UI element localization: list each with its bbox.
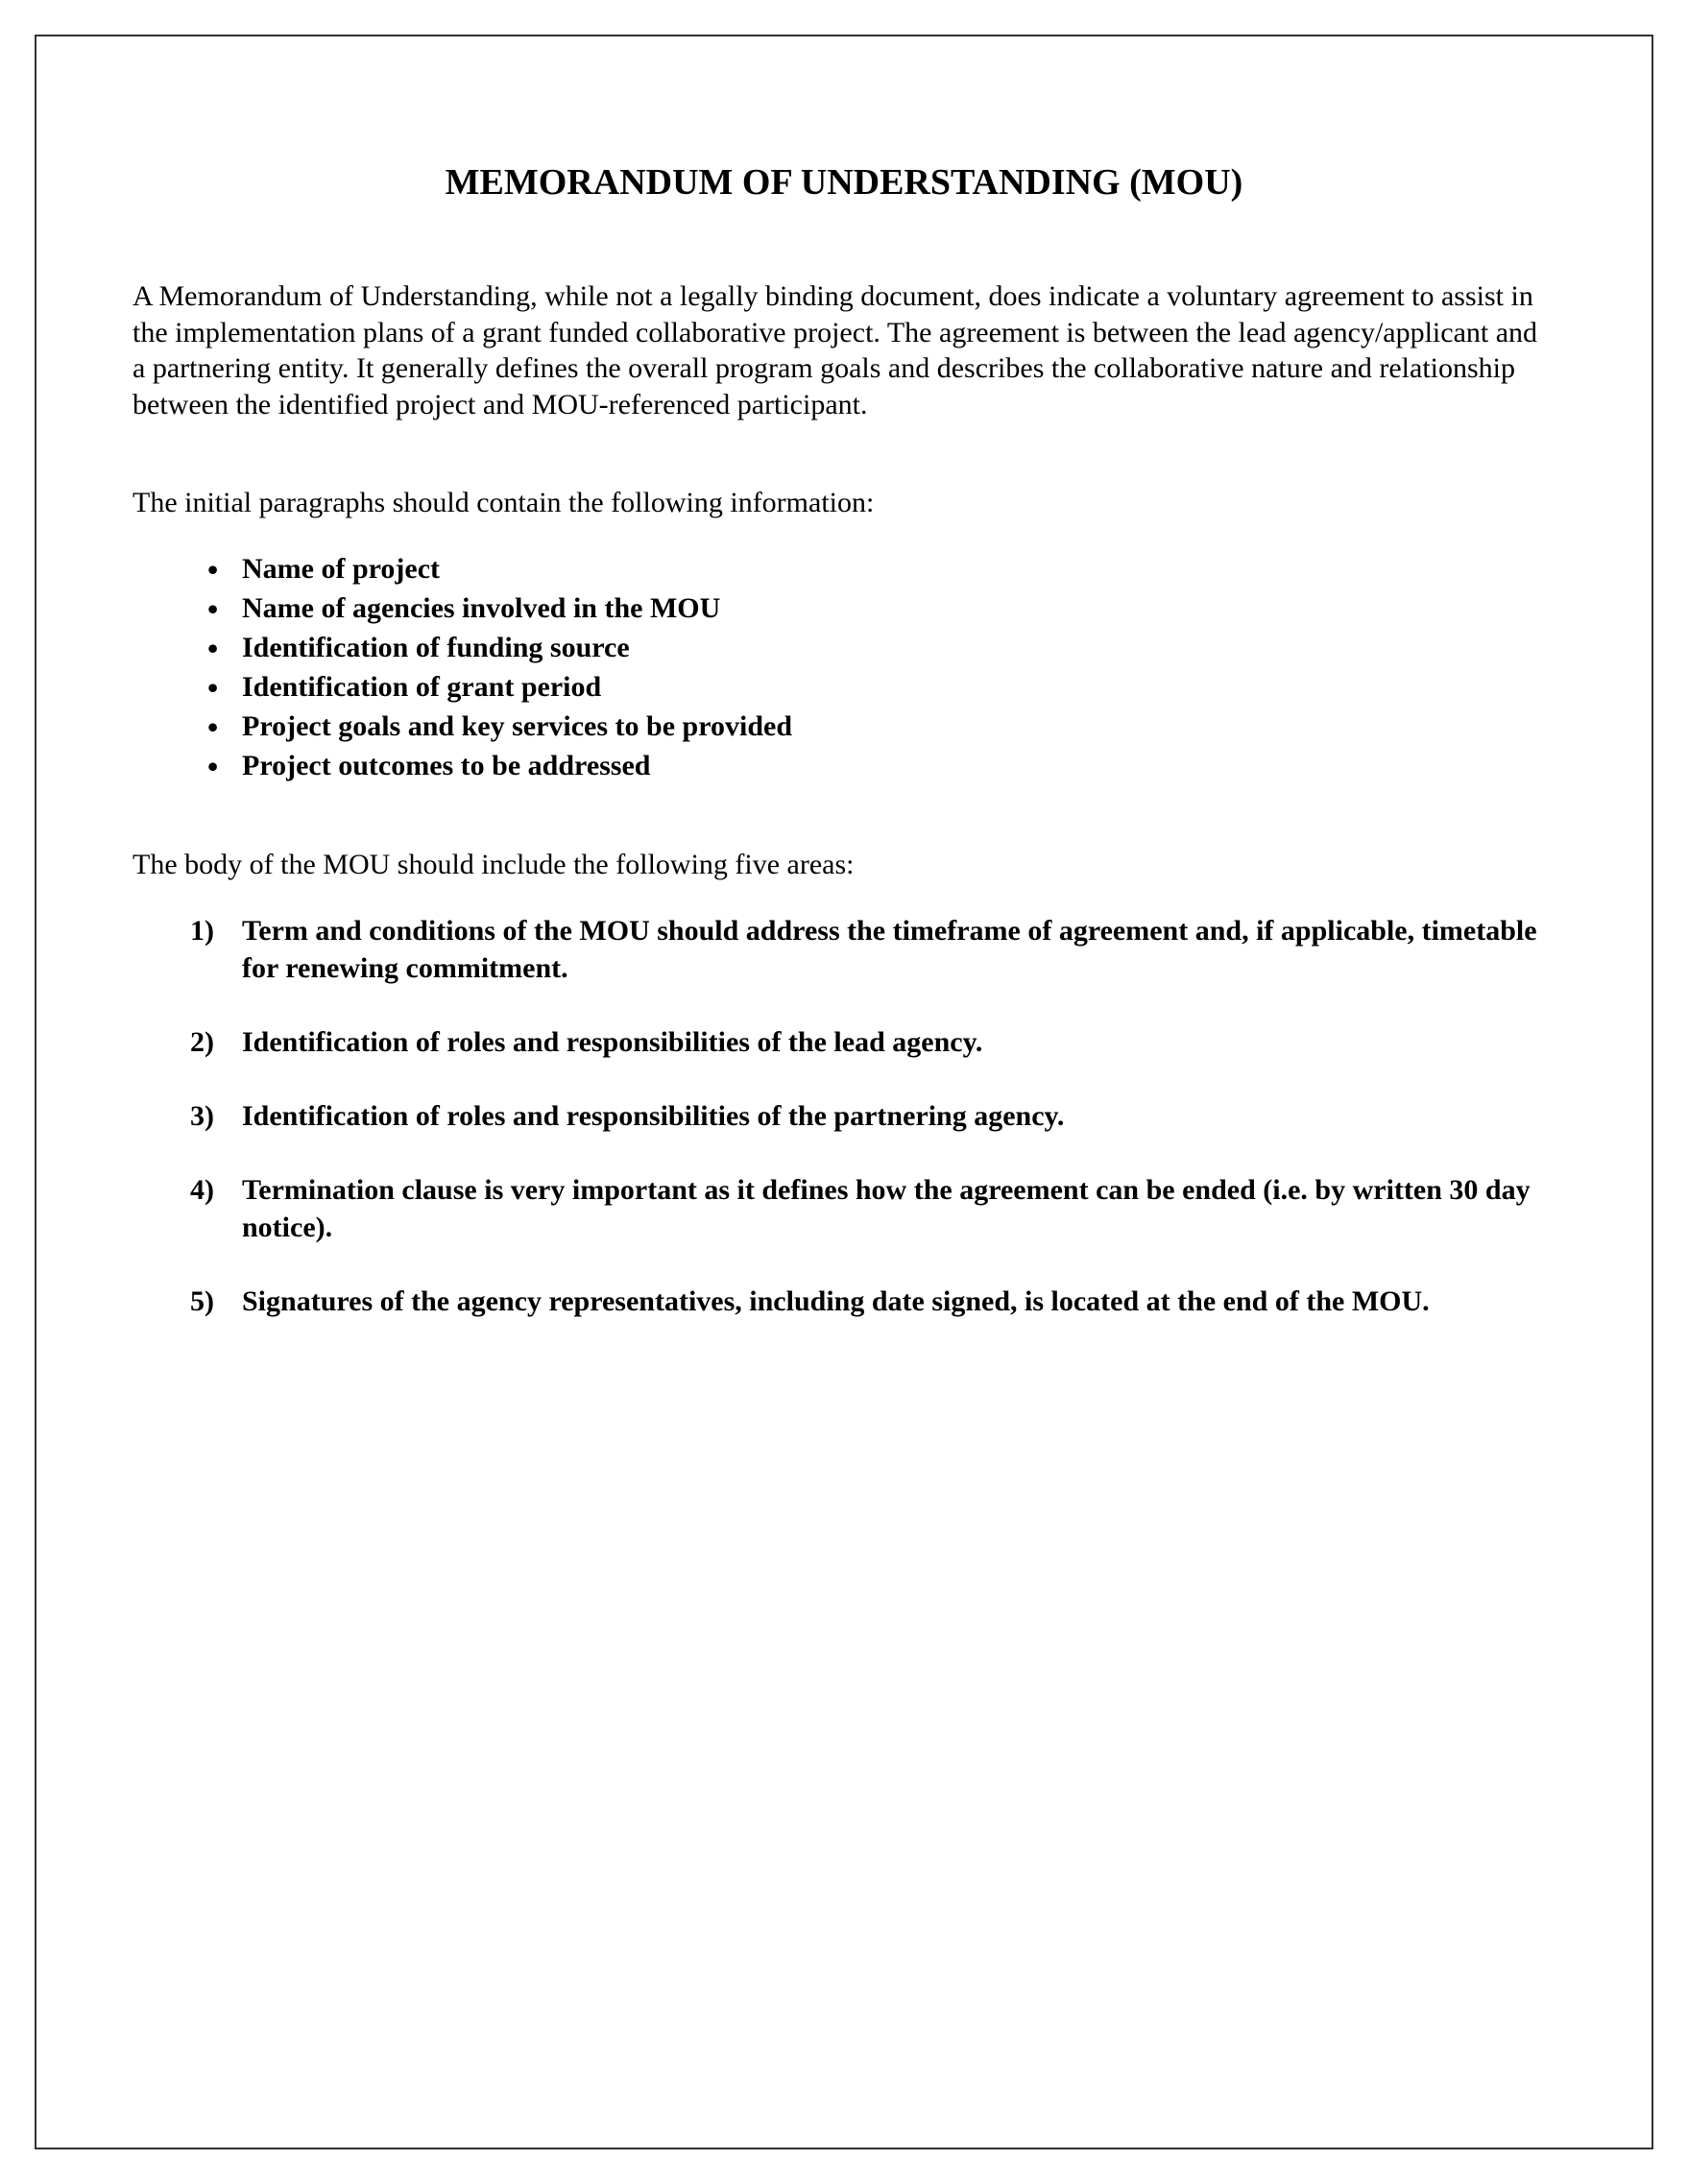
page-frame: MEMORANDUM OF UNDERSTANDING (MOU) A Memo… bbox=[35, 35, 1653, 2149]
list-item: Identification of grant period bbox=[207, 668, 1555, 706]
document-title: MEMORANDUM OF UNDERSTANDING (MOU) bbox=[133, 161, 1555, 204]
list-item: Identification of funding source bbox=[207, 629, 1555, 666]
list-item: Signatures of the agency representatives… bbox=[190, 1283, 1555, 1320]
list-item: Termination clause is very important as … bbox=[190, 1171, 1555, 1246]
list-item: Term and conditions of the MOU should ad… bbox=[190, 912, 1555, 987]
list-item: Name of agencies involved in the MOU bbox=[207, 589, 1555, 627]
list-item: Identification of roles and responsibili… bbox=[190, 1023, 1555, 1061]
section1-lead: The initial paragraphs should contain th… bbox=[133, 484, 1555, 521]
list-item: Identification of roles and responsibili… bbox=[190, 1097, 1555, 1135]
list-item: Project outcomes to be addressed bbox=[207, 747, 1555, 784]
list-item: Project goals and key services to be pro… bbox=[207, 708, 1555, 745]
section2-lead: The body of the MOU should include the f… bbox=[133, 846, 1555, 883]
section2-list: Term and conditions of the MOU should ad… bbox=[133, 912, 1555, 1320]
list-item: Name of project bbox=[207, 550, 1555, 588]
intro-paragraph: A Memorandum of Understanding, while not… bbox=[133, 278, 1555, 422]
section1-list: Name of project Name of agencies involve… bbox=[133, 550, 1555, 784]
